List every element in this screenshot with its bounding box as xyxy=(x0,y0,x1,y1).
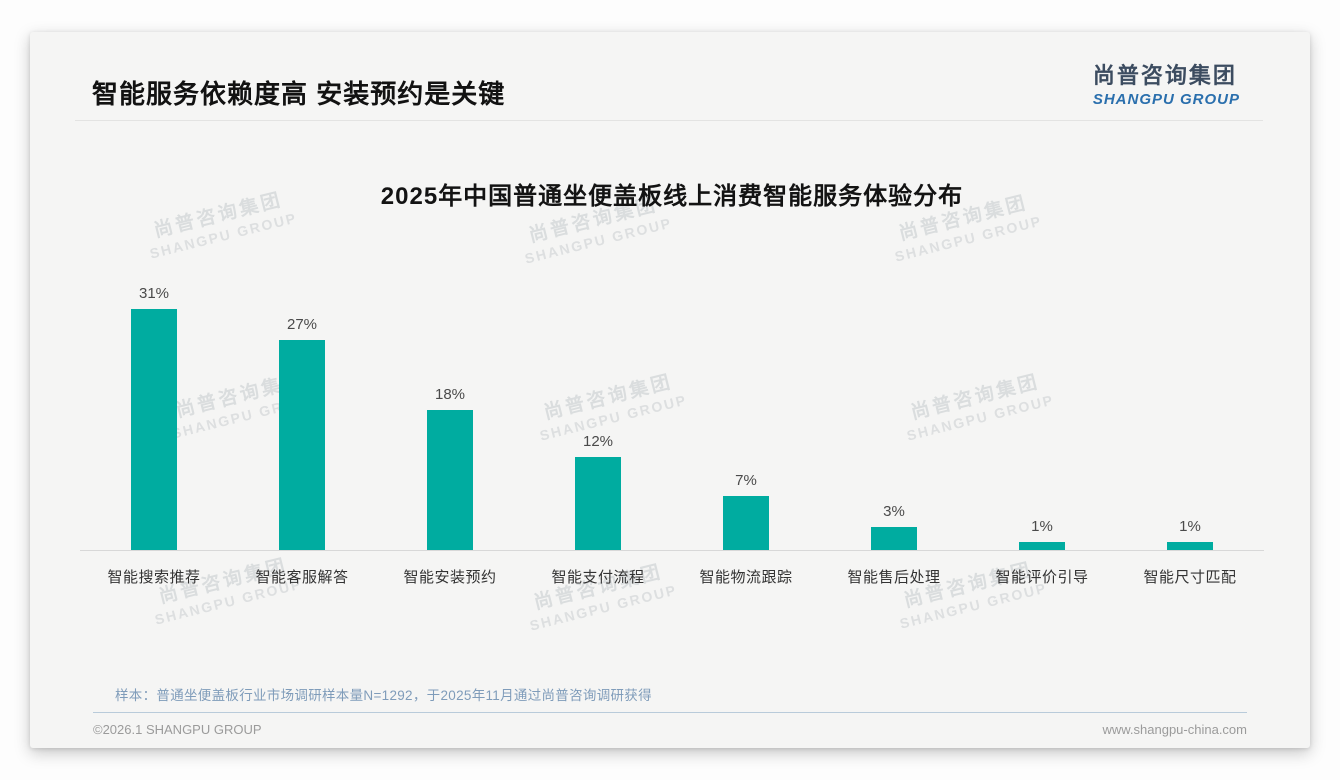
x-axis-label: 智能支付流程 xyxy=(551,569,645,586)
shangpu-logo: 尚普咨询集团 SHANGPU GROUP xyxy=(1093,58,1240,108)
bar-value-label: 18% xyxy=(434,386,466,403)
bar xyxy=(871,527,917,550)
bar-column: 27% xyxy=(228,218,376,550)
bar xyxy=(723,496,769,550)
bar-column: 1% xyxy=(968,218,1116,550)
bar-value-label: 27% xyxy=(286,316,318,333)
logo-text-en: SHANGPU GROUP xyxy=(1092,91,1240,108)
x-axis-line xyxy=(80,550,1264,551)
bar xyxy=(279,340,325,550)
bar-columns: 31% 27% 18% 12% 7% 3% 1% 1% xyxy=(80,218,1264,550)
footer-website: www.shangpu-china.com xyxy=(1102,722,1247,737)
bar-column: 12% xyxy=(524,218,672,550)
bar-value-label: 1% xyxy=(1031,518,1053,535)
bar xyxy=(131,309,177,550)
bar-value-label: 3% xyxy=(883,503,905,520)
bar-column: 7% xyxy=(672,218,820,550)
bar-chart: 31% 27% 18% 12% 7% 3% 1% 1% 智能搜索推荐 智能客服解… xyxy=(80,218,1264,587)
x-axis-label: 智能售后处理 xyxy=(847,569,941,586)
bar-value-label: 31% xyxy=(138,285,170,302)
bar xyxy=(575,457,621,550)
bar-column: 31% xyxy=(80,218,228,550)
bar-value-label: 12% xyxy=(582,433,614,450)
footer-divider xyxy=(93,712,1247,713)
footer-copyright: ©2026.1 SHANGPU GROUP xyxy=(93,722,262,737)
sample-footnote: 样本：普通坐便盖板行业市场调研样本量N=1292，于2025年11月通过尚普咨询… xyxy=(115,688,652,703)
logo-text-zh: 尚普咨询集团 xyxy=(1092,63,1237,88)
x-axis-label: 智能评价引导 xyxy=(995,569,1089,586)
header-divider xyxy=(75,120,1263,121)
x-axis-labels: 智能搜索推荐 智能客服解答 智能安装预约 智能支付流程 智能物流跟踪 智能售后处… xyxy=(80,551,1264,587)
bar xyxy=(1167,542,1213,550)
bar-value-label: 1% xyxy=(1179,518,1201,535)
x-axis-label: 智能安装预约 xyxy=(403,569,497,586)
bar-column: 1% xyxy=(1116,218,1264,550)
bar-column: 18% xyxy=(376,218,524,550)
slide-card: 尚普咨询集团 SHANGPU GROUP 尚普咨询集团 SHANGPU GROUP … xyxy=(30,32,1310,748)
page-title: 智能服务依赖度高 安装预约是关键 xyxy=(92,79,506,109)
x-axis-label: 智能物流跟踪 xyxy=(699,569,793,586)
bar xyxy=(1019,542,1065,550)
x-axis-label: 智能搜索推荐 xyxy=(107,569,201,586)
bar xyxy=(427,410,473,550)
bar-value-label: 7% xyxy=(735,472,757,489)
x-axis-label: 智能客服解答 xyxy=(255,569,349,586)
x-axis-label: 智能尺寸匹配 xyxy=(1143,569,1237,586)
bar-column: 3% xyxy=(820,218,968,550)
chart-title: 2025年中国普通坐便盖板线上消费智能服务体验分布 xyxy=(380,183,964,210)
footer: ©2026.1 SHANGPU GROUP www.shangpu-china.… xyxy=(93,722,1247,737)
